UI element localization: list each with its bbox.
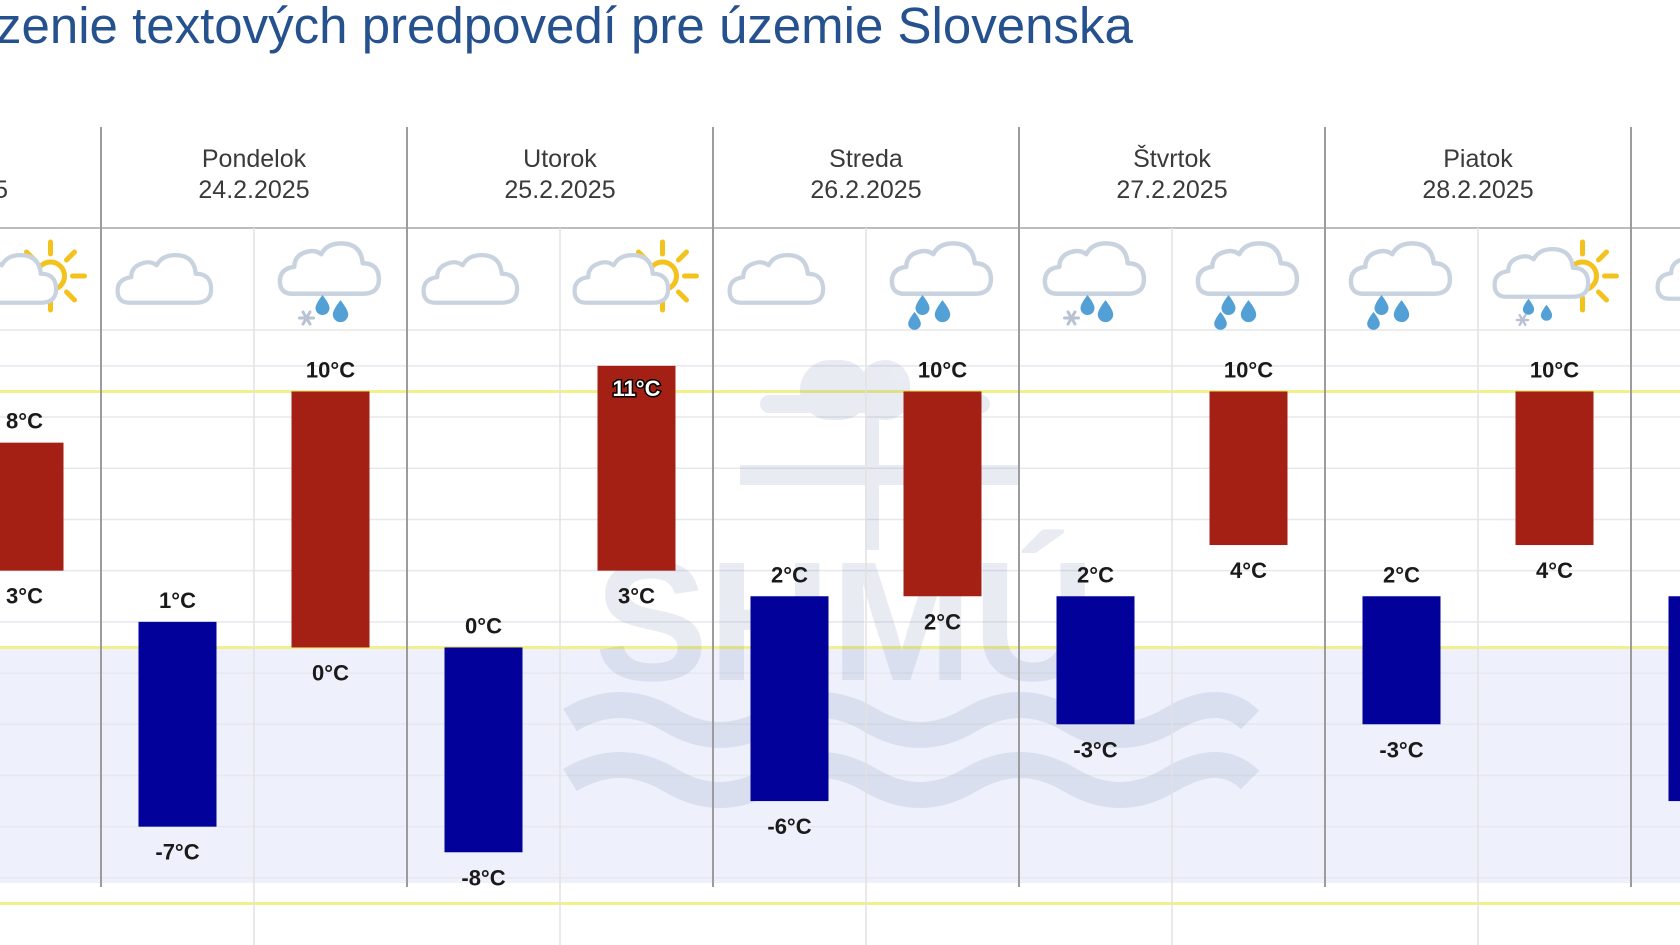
sun-rain-cloud-icon: [1495, 242, 1617, 326]
sun-cloud-icon: [575, 242, 697, 310]
temperature-bars: [0, 365, 1680, 853]
low-temp-label: -8°C: [461, 865, 505, 890]
rain-snow-cloud-icon: [280, 243, 379, 326]
high-temp-label: 10°C: [306, 357, 355, 382]
day-date: 24.2.2025: [198, 176, 309, 204]
day-name: Piatok: [1443, 145, 1513, 173]
day-headers: 5 Pondelok 24.2.2025 Utorok 25.2.2025 Streda 2…: [0, 144, 1534, 204]
night-min-bar: [1668, 596, 1680, 802]
weather-icons: [0, 238, 1680, 330]
low-temp-label: 4°C: [1230, 558, 1267, 583]
rain-cloud-icon: [1351, 243, 1450, 330]
day-date: 27.2.2025: [1116, 176, 1227, 204]
high-temp-label: 10°C: [1224, 357, 1273, 382]
night-min-bar: [444, 647, 523, 853]
high-temp-label: 0°C: [465, 613, 502, 638]
day-max-bar: [1515, 391, 1594, 546]
low-temp-label: -3°C: [1379, 737, 1423, 762]
day-name: Streda: [829, 145, 903, 173]
day-date: 28.2.2025: [1422, 176, 1533, 204]
night-min-bar: [1362, 596, 1441, 725]
sun-cloud-icon: [0, 242, 85, 310]
low-temp-label: 3°C: [618, 584, 655, 609]
day-date: 26.2.2025: [810, 176, 921, 204]
moon-cloud-icon: [424, 238, 542, 303]
day-max-bar: [903, 391, 982, 597]
high-temp-label: 11°C: [613, 376, 661, 401]
high-temp-label: 10°C: [918, 357, 967, 382]
low-temp-label: -6°C: [767, 814, 811, 839]
day-max-bar: [0, 442, 64, 571]
low-temp-label: 0°C: [312, 660, 349, 685]
night-min-bar: [750, 596, 829, 802]
shmu-watermark: SHMÚ: [563, 360, 1260, 808]
day-max-bar: [597, 365, 676, 571]
day-name: Štvrtok: [1133, 144, 1211, 173]
night-min-bar: [138, 621, 217, 827]
day-name: Utorok: [523, 145, 597, 173]
day-max-bar: [291, 391, 370, 648]
day-date: 25.2.2025: [504, 176, 615, 204]
day-name: Pondelok: [202, 145, 307, 173]
low-temp-label: -7°C: [155, 840, 199, 865]
rain-snow-cloud-icon: [1045, 243, 1144, 326]
rain-cloud-icon: [1198, 243, 1297, 330]
moon-cloud-icon: [730, 238, 848, 303]
rain-cloud-icon: [892, 243, 991, 330]
watermark-text: SHMÚ: [595, 527, 1096, 717]
cloud-icon: [1658, 251, 1680, 299]
low-temp-label: 4°C: [1536, 558, 1573, 583]
high-temp-label: 1°C: [159, 588, 196, 613]
moon-cloud-icon: [118, 238, 236, 303]
high-temp-label: 2°C: [1077, 562, 1114, 587]
high-temp-label: 8°C: [6, 409, 43, 434]
high-temp-label: 2°C: [771, 562, 808, 587]
day-date: 5: [0, 176, 8, 204]
night-min-bar: [1056, 596, 1135, 725]
page-title: zenie textových predpovedí pre územie Sl…: [0, 0, 1133, 54]
low-temp-label: 3°C: [6, 584, 43, 609]
grid-lines: [0, 227, 1680, 905]
high-temp-label: 2°C: [1383, 562, 1420, 587]
day-max-bar: [1209, 391, 1288, 546]
low-temp-label: 2°C: [924, 609, 961, 634]
temperature-labels: 8°C 3°C 1°C -7°C 10°C 0°C 0°C -8°C 11°C 3°C 2°C -6°…: [6, 357, 1579, 890]
column-dividers: [100, 127, 1632, 945]
low-temp-label: -3°C: [1073, 737, 1117, 762]
high-temp-label: 10°C: [1530, 357, 1579, 382]
